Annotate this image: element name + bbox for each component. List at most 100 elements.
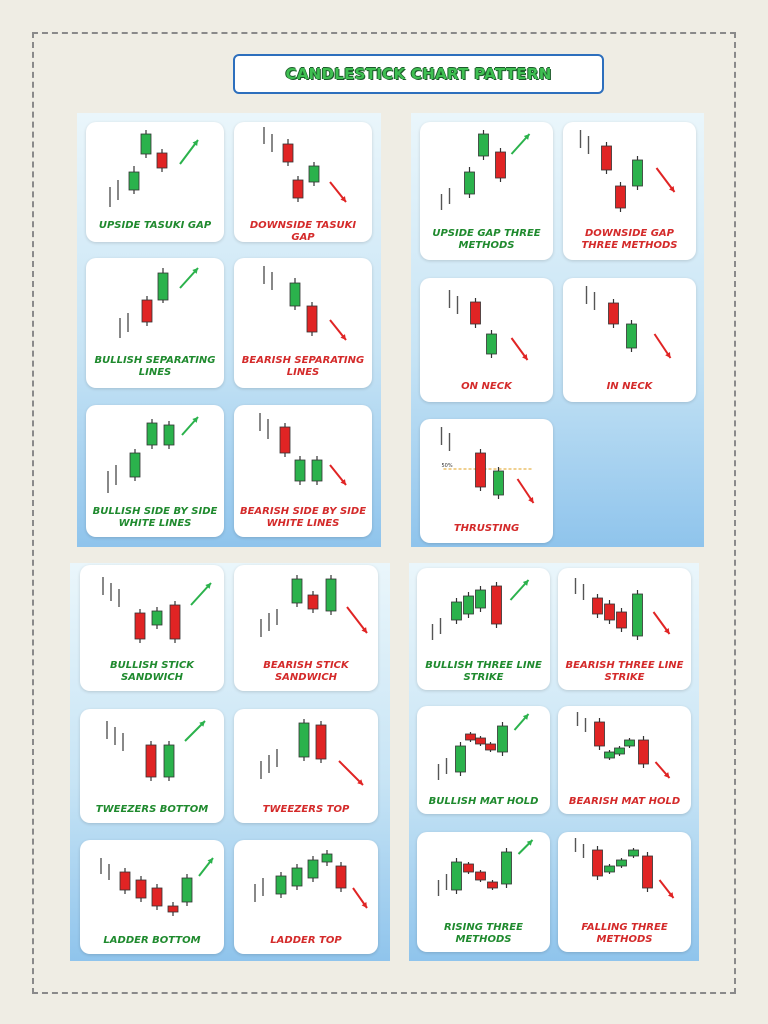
bullish-candle (294, 456, 306, 485)
bearish-candle (335, 862, 347, 892)
bearish-candle (601, 142, 612, 174)
pattern-card-bullish-separating-lines: BULLISH SEPARATING LINES (86, 258, 224, 388)
pattern-diagram (107, 416, 199, 493)
pattern-label: BULLISH SIDE BY SIDE WHITE LINES (92, 506, 218, 529)
bullish-candle (157, 268, 169, 303)
bearish-candle (292, 176, 304, 202)
pattern-label: ON NECK (461, 381, 512, 392)
pattern-diagram (585, 286, 672, 359)
pattern-card-bearish-stick-sandwich: BEARISH STICK SANDWICH (234, 565, 378, 691)
bullish-candle (451, 858, 462, 894)
bearish-candle (592, 594, 603, 618)
bullish-candle (626, 320, 637, 352)
bullish-candle (140, 130, 152, 158)
bullish-candle (501, 848, 512, 888)
arrow-down-icon (653, 333, 672, 359)
pattern-label: TWEEZERS TOP (262, 804, 350, 815)
bullish-candle (298, 719, 310, 761)
arrow-up-icon (510, 133, 531, 155)
arrow-up-icon (517, 839, 534, 855)
pattern-card-tweezers-bottom: TWEEZERS BOTTOM (80, 709, 224, 823)
pattern-card-falling-three-methods: FALLING THREE METHODS (558, 832, 691, 952)
pattern-diagram (440, 130, 531, 210)
bearish-candle (465, 732, 476, 742)
bullish-candle (307, 856, 319, 882)
pattern-diagram (576, 712, 671, 779)
arrow-up-icon (190, 582, 212, 606)
bullish-candle (475, 586, 486, 612)
pattern-label: IN NECK (606, 381, 653, 392)
pattern-diagram (263, 266, 347, 341)
bearish-candle (282, 139, 294, 166)
bullish-candle (146, 419, 158, 449)
bullish-candle (616, 858, 627, 868)
pattern-diagram (437, 713, 530, 780)
pattern-diagram (106, 720, 206, 781)
bearish-candle (616, 608, 627, 632)
pattern-label: FALLING THREE METHODS (581, 922, 668, 945)
pattern-card-bearish-three-line-strike: BEARISH THREE LINE STRIKE (558, 568, 691, 690)
bearish-candle (307, 591, 319, 613)
pattern-card-in-neck: IN NECK (563, 278, 696, 402)
pattern-card-downside-gap-three-methods: DOWNSIDE GAP THREE METHODS (563, 122, 696, 260)
bullish-candle (614, 746, 625, 756)
arrow-down-icon (346, 606, 368, 634)
pattern-diagram (574, 838, 675, 899)
arrow-down-icon (329, 319, 347, 341)
pattern-card-bullish-three-line-strike: BULLISH THREE LINE STRIKE (417, 568, 550, 690)
bullish-candle (632, 590, 643, 640)
pattern-card-thrusting: 50% THRUSTING (420, 419, 553, 543)
pattern-card-bullish-stick-sandwich: BULLISH STICK SANDWICH (80, 565, 224, 691)
arrow-up-icon (509, 579, 530, 601)
bearish-candle (167, 902, 179, 916)
pattern-label: BEARISH SIDE BY SIDE WHITE LINES (239, 506, 367, 529)
pattern-diagram (437, 839, 534, 896)
pattern-diagram (102, 577, 212, 643)
pattern-diagram (260, 575, 368, 637)
bearish-candle (485, 742, 496, 752)
arrow-up-icon (179, 267, 199, 289)
pattern-diagram (119, 267, 199, 338)
page-title: CANDLESTICK CHART PATTERN (285, 65, 552, 83)
pattern-diagram (263, 127, 347, 203)
pattern-card-bullish-side-by-side-white-lines: BULLISH SIDE BY SIDE WHITE LINES (86, 405, 224, 537)
pattern-diagram (574, 578, 671, 640)
bullish-candle (163, 421, 175, 449)
pattern-label: LADDER BOTTOM (103, 935, 201, 946)
bearish-candle (615, 182, 626, 212)
bullish-candle (151, 607, 163, 629)
bullish-candle (128, 166, 140, 194)
pattern-label: LADDER TOP (270, 935, 342, 946)
pattern-label: BEARISH THREE LINE STRIKE (565, 660, 684, 683)
bearish-candle (315, 721, 327, 763)
bullish-candle (478, 130, 489, 160)
bullish-candle (463, 592, 474, 618)
bullish-candle (308, 162, 320, 186)
pattern-card-upside-gap-three-methods: UPSIDE GAP THREE METHODS (420, 122, 553, 260)
bullish-candle (624, 738, 635, 748)
bearish-candle (156, 149, 168, 172)
arrow-down-icon (652, 611, 671, 635)
pattern-diagram: 50% (440, 427, 535, 504)
bearish-candle (145, 741, 157, 781)
bullish-candle (311, 456, 323, 485)
fifty-percent-label: 50% (442, 463, 453, 469)
arrow-up-icon (181, 416, 199, 436)
bearish-candle (135, 876, 147, 902)
arrow-up-icon (184, 720, 206, 742)
bullish-candle (493, 467, 504, 499)
arrow-down-icon (329, 181, 347, 203)
bearish-candle (169, 601, 181, 643)
bearish-candle (642, 852, 653, 892)
pattern-label: UPSIDE TASUKI GAP (98, 220, 212, 231)
pattern-label: BULLISH STICK SANDWICH (109, 660, 195, 683)
bullish-candle (604, 750, 615, 760)
bearish-candle (638, 736, 649, 768)
bearish-candle (279, 423, 291, 457)
bearish-candle (495, 148, 506, 182)
arrow-down-icon (510, 337, 529, 361)
pattern-label: UPSIDE GAP THREE METHODS (432, 228, 541, 251)
bullish-candle (325, 575, 337, 615)
pattern-label: THRUSTING (453, 523, 520, 534)
pattern-card-upside-tasuki-gap: UPSIDE TASUKI GAP (86, 122, 224, 242)
